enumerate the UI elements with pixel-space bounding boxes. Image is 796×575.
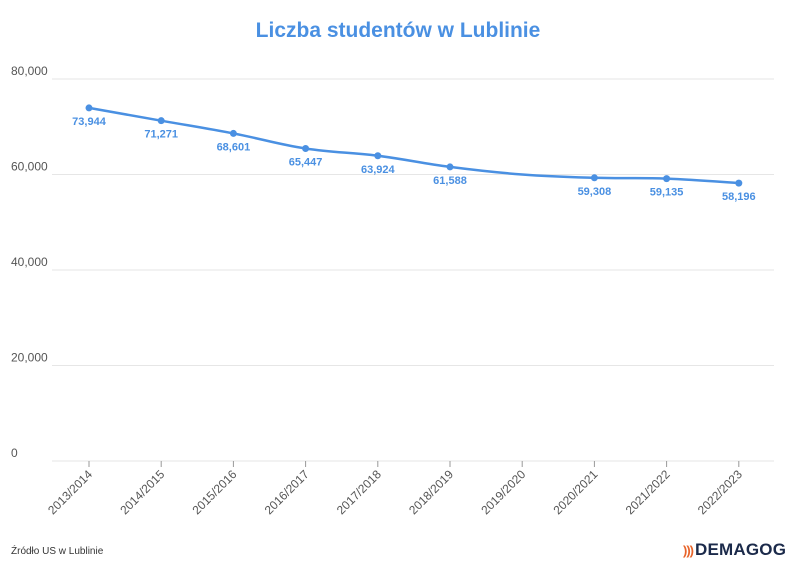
data-point[interactable] — [374, 152, 382, 160]
data-point[interactable] — [663, 175, 671, 183]
data-point[interactable] — [735, 179, 743, 187]
data-label: 68,601 — [217, 141, 251, 153]
data-label: 59,308 — [578, 186, 612, 198]
y-tick-label: 40,000 — [11, 255, 48, 269]
data-point[interactable] — [302, 144, 310, 152]
x-tick-label: 2015/2016 — [190, 467, 240, 517]
data-labels: 73,944 71,271 68,601 65,447 63,924 61,588 59,3… — [72, 116, 755, 203]
y-tick-label: 80,000 — [11, 64, 48, 78]
y-axis-ticks: 0 20,000 40,000 60,000 80,000 — [11, 64, 48, 460]
data-point[interactable] — [446, 163, 454, 171]
series-line — [88, 106, 739, 185]
data-label: 65,447 — [289, 156, 323, 168]
y-tick-label: 20,000 — [11, 351, 48, 365]
x-tick-label: 2019/2020 — [478, 467, 528, 517]
x-axis-ticks: 2013/2014 2014/2015 2015/2016 2016/2017 2017… — [45, 461, 745, 517]
x-tick-label: 2013/2014 — [45, 467, 95, 517]
signal-icon: ))) — [683, 542, 694, 558]
x-tick-label: 2018/2019 — [406, 467, 456, 517]
data-label: 61,588 — [433, 175, 467, 187]
x-tick-label: 2016/2017 — [262, 467, 312, 517]
x-tick-label: 2020/2021 — [551, 467, 601, 517]
x-tick-label: 2017/2018 — [334, 467, 384, 517]
x-tick-label: 2022/2023 — [695, 467, 745, 517]
logo-text: DEMAGOG — [695, 540, 787, 559]
data-label: 71,271 — [144, 129, 178, 141]
data-point[interactable] — [229, 129, 237, 137]
data-point[interactable] — [157, 117, 165, 125]
data-point[interactable] — [85, 104, 93, 112]
chart-title: Liczba studentów w Lublinie — [255, 19, 541, 42]
data-label: 59,135 — [650, 187, 684, 199]
data-label: 73,944 — [72, 116, 107, 128]
series-layer — [85, 104, 743, 187]
data-point[interactable] — [590, 174, 598, 182]
grid-layer — [52, 78, 774, 462]
source-note: Źródło US w Lublinie — [11, 546, 104, 557]
x-tick-label: 2021/2022 — [623, 467, 673, 517]
x-tick-label: 2014/2015 — [117, 467, 167, 517]
y-tick-label: 0 — [11, 446, 18, 460]
data-label: 63,924 — [361, 164, 396, 176]
data-label: 58,196 — [722, 191, 756, 203]
demagog-logo[interactable]: ))) DEMAGOG — [683, 540, 786, 560]
y-tick-label: 60,000 — [11, 160, 48, 174]
